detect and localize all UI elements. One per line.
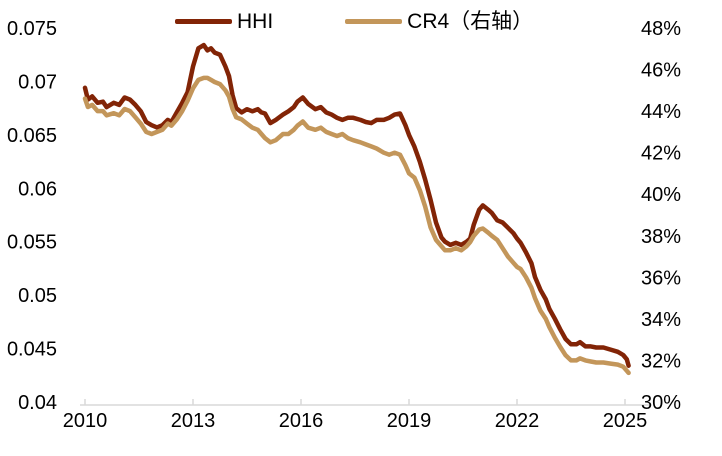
legend-item-hhi: HHI [175,9,273,34]
right-axis-label: 30% [641,392,681,414]
x-axis-label: 2010 [63,410,108,432]
left-axis-label: 0.065 [7,125,57,147]
x-axis-label: 2013 [171,410,216,432]
hhi-line [82,42,631,368]
legend: HHI CR4（右轴） [175,9,533,34]
right-axis-label: 44% [641,101,681,123]
x-axis-label: 2016 [279,410,324,432]
x-axis-label: 2025 [603,410,648,432]
legend-item-cr4: CR4（右轴） [345,9,533,34]
left-axis-label: 0.05 [18,285,57,307]
right-axis-label: 40% [641,184,681,206]
left-axis-label: 0.06 [18,178,57,200]
left-axis-label: 0.075 [7,18,57,40]
x-axis-label: 2022 [495,410,540,432]
hhi-legend-swatch [175,19,232,24]
left-axis-label: 0.04 [18,392,57,414]
hhi-legend-label: HHI [237,10,274,33]
left-axis-label: 0.045 [7,339,57,361]
right-axis-label: 38% [641,226,681,248]
cr4-line [82,75,631,376]
right-axis-label: 34% [641,309,681,331]
right-axis-label: 48% [641,18,681,40]
right-axis-label: 36% [641,267,681,289]
right-axis-label: 42% [641,143,681,165]
right-axis-label: 32% [641,350,681,372]
cr4-legend-label: CR4（右轴） [407,10,534,33]
right-axis-label: 46% [641,60,681,82]
left-axis-label: 0.07 [18,71,57,93]
x-axis-label: 2019 [387,410,432,432]
left-axis-label: 0.055 [7,232,57,254]
cr4-legend-swatch [345,19,403,24]
